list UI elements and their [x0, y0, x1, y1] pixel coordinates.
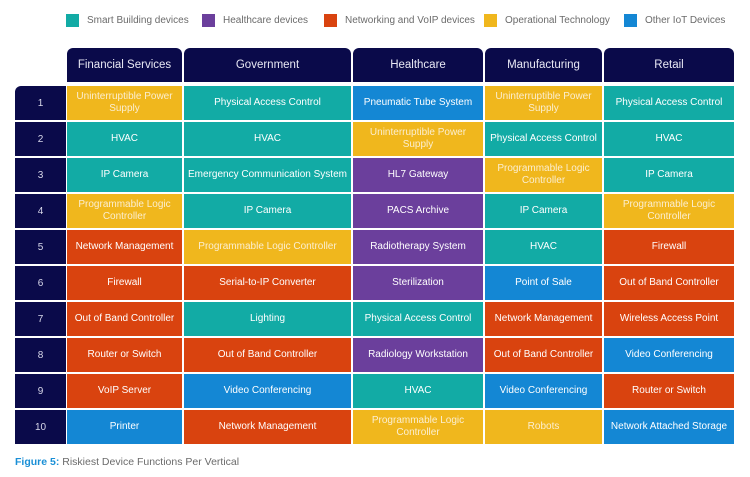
- table-cell: Programmable Logic Controller: [353, 410, 483, 444]
- legend-swatch: [324, 13, 337, 27]
- table-cell: Router or Switch: [604, 374, 734, 408]
- table-cell: Video Conferencing: [485, 374, 602, 408]
- column-header: Retail: [604, 48, 734, 82]
- table-cell: Pneumatic Tube System: [353, 86, 483, 120]
- column-header: Government: [184, 48, 351, 82]
- table-cell: Uninterruptible Power Supply: [67, 86, 182, 120]
- legend-swatch: [624, 13, 637, 27]
- table-cell: Uninterruptible Power Supply: [485, 86, 602, 120]
- table-cell: Programmable Logic Controller: [604, 194, 734, 228]
- legend-item-networking: Networking and VoIP devices: [324, 11, 475, 29]
- legend-item-ot: Operational Technology: [484, 11, 610, 29]
- column-header: Manufacturing: [485, 48, 602, 82]
- table-cell: Out of Band Controller: [604, 266, 734, 300]
- legend-label: Healthcare devices: [223, 14, 309, 26]
- table-cell: Wireless Access Point: [604, 302, 734, 336]
- table-cell: Physical Access Control: [604, 86, 734, 120]
- figure-label: Figure 5:: [15, 456, 60, 468]
- rank-label: 8: [15, 338, 66, 372]
- table-cell: Out of Band Controller: [67, 302, 182, 336]
- table-cell: Physical Access Control: [485, 122, 602, 156]
- table-cell: Sterilization: [353, 266, 483, 300]
- table-cell: Robots: [485, 410, 602, 444]
- column-header: Healthcare: [353, 48, 483, 82]
- legend-item-other: Other IoT Devices: [624, 11, 725, 29]
- table-cell: Router or Switch: [67, 338, 182, 372]
- legend-label: Networking and VoIP devices: [345, 14, 475, 26]
- table-cell: Emergency Communication System: [184, 158, 351, 192]
- table-cell: Physical Access Control: [353, 302, 483, 336]
- table-cell: PACS Archive: [353, 194, 483, 228]
- table-cell: HVAC: [67, 122, 182, 156]
- table-cell: Radiology Workstation: [353, 338, 483, 372]
- legend-swatch: [484, 13, 497, 27]
- legend-swatch: [66, 13, 79, 27]
- table-cell: HVAC: [184, 122, 351, 156]
- table-cell: IP Camera: [67, 158, 182, 192]
- table-cell: Video Conferencing: [604, 338, 734, 372]
- table-cell: IP Camera: [485, 194, 602, 228]
- legend-swatch: [202, 13, 215, 27]
- rank-label: 4: [15, 194, 66, 228]
- table-cell: Point of Sale: [485, 266, 602, 300]
- table-cell: Out of Band Controller: [485, 338, 602, 372]
- column-header: Financial Services: [67, 48, 182, 82]
- legend-item-smart-building: Smart Building devices: [66, 11, 189, 29]
- rank-label: 10: [15, 410, 66, 444]
- table-cell: Network Management: [67, 230, 182, 264]
- table-cell: HVAC: [353, 374, 483, 408]
- rank-label: 1: [15, 86, 66, 120]
- table-cell: Video Conferencing: [184, 374, 351, 408]
- table-cell: Radiotherapy System: [353, 230, 483, 264]
- legend-label: Other IoT Devices: [645, 14, 726, 26]
- table-cell: HL7 Gateway: [353, 158, 483, 192]
- rank-label: 3: [15, 158, 66, 192]
- table-cell: Serial-to-IP Converter: [184, 266, 351, 300]
- legend-label: Operational Technology: [505, 14, 610, 26]
- table-cell: HVAC: [485, 230, 602, 264]
- table-cell: Printer: [67, 410, 182, 444]
- legend-item-healthcare: Healthcare devices: [202, 11, 308, 29]
- table-cell: Out of Band Controller: [184, 338, 351, 372]
- table-cell: VoIP Server: [67, 374, 182, 408]
- table-cell: HVAC: [604, 122, 734, 156]
- rank-label: 9: [15, 374, 66, 408]
- table-cell: Firewall: [604, 230, 734, 264]
- table-cell: Firewall: [67, 266, 182, 300]
- table-cell: Programmable Logic Controller: [485, 158, 602, 192]
- table-cell: Network Attached Storage: [604, 410, 734, 444]
- table-cell: Uninterruptible Power Supply: [353, 122, 483, 156]
- table-cell: Programmable Logic Controller: [67, 194, 182, 228]
- table-cell: Programmable Logic Controller: [184, 230, 351, 264]
- table-cell: IP Camera: [184, 194, 351, 228]
- rank-label: 5: [15, 230, 66, 264]
- table-cell: Lighting: [184, 302, 351, 336]
- rank-label: 6: [15, 266, 66, 300]
- table-cell: Physical Access Control: [184, 86, 351, 120]
- rank-label: 2: [15, 122, 66, 156]
- table-cell: IP Camera: [604, 158, 734, 192]
- figure-caption: Figure 5: Riskiest Device Functions Per …: [15, 456, 239, 468]
- legend-label: Smart Building devices: [87, 14, 189, 26]
- caption-text: Riskiest Device Functions Per Vertical: [59, 456, 240, 468]
- table-cell: Network Management: [184, 410, 351, 444]
- rank-label: 7: [15, 302, 66, 336]
- table-cell: Network Management: [485, 302, 602, 336]
